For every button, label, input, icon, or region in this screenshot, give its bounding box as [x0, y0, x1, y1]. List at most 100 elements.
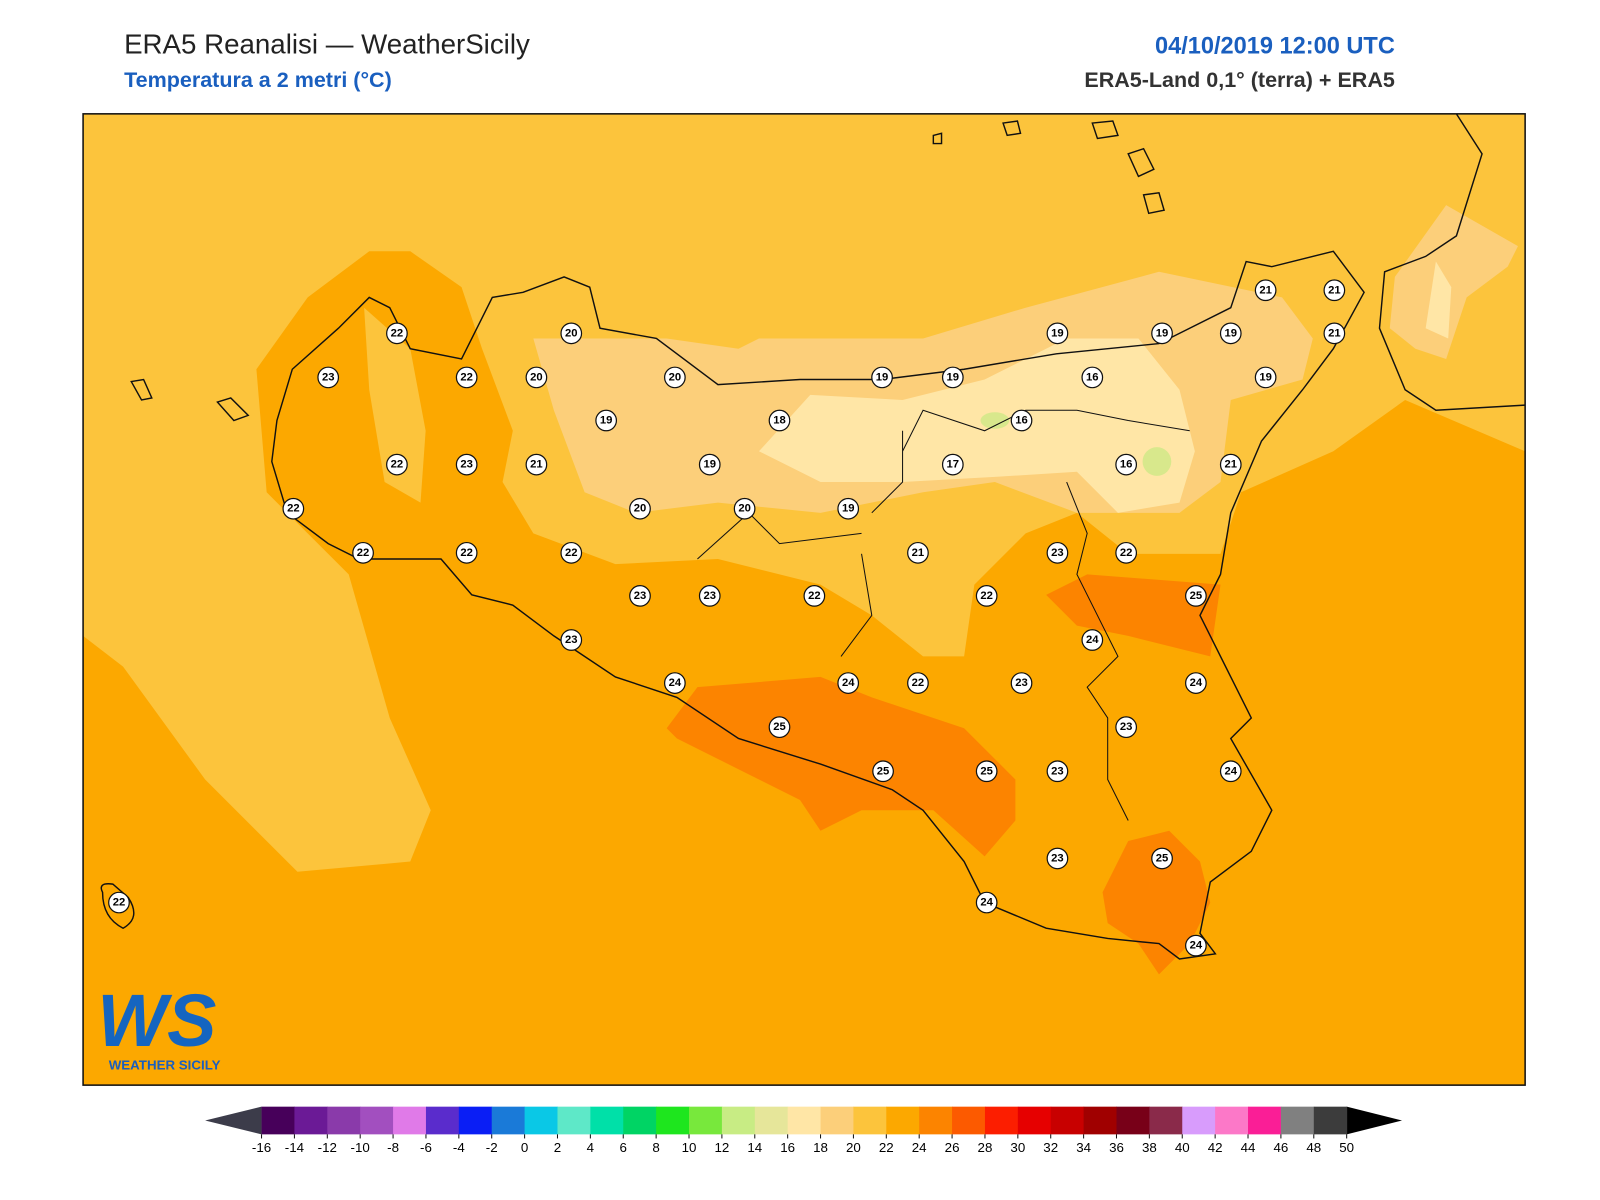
station-marker: [629, 497, 651, 520]
station-marker: [1254, 279, 1277, 302]
logo-mark: WS: [97, 979, 216, 1062]
station-value: 23: [634, 590, 647, 602]
station-value: 19: [1225, 327, 1238, 339]
station-value: 21: [1328, 327, 1341, 339]
station-marker: [1151, 847, 1173, 870]
station-value: 25: [877, 765, 890, 777]
station-value: 16: [1015, 415, 1028, 427]
station-marker: [803, 585, 826, 607]
station-marker: [941, 366, 964, 389]
station-marker: [837, 497, 860, 520]
colorbar-box: [984, 1106, 1019, 1135]
colorbar-box: [623, 1106, 657, 1135]
colorbar-tick-label: 16: [780, 1140, 795, 1155]
colorbar-tick-label: -6: [420, 1140, 432, 1155]
station-value: 25: [1156, 852, 1169, 864]
stations: 22 20 23 22 20 20 19 19 19 19 19 21 21 21 16 19 19 18 16 22…: [108, 279, 1346, 957]
station-value: 20: [565, 327, 578, 339]
colorbar-tick-label: 4: [587, 1140, 595, 1155]
station-value: 22: [565, 547, 578, 559]
station-value: 24: [669, 677, 682, 689]
colorbar-box: [754, 1106, 789, 1135]
station-value: 23: [322, 371, 335, 383]
station-value: 19: [1051, 327, 1064, 339]
colorbar-tick-label: -4: [453, 1140, 465, 1155]
colorbar-box: [327, 1106, 361, 1135]
station-marker: [317, 366, 340, 389]
colorbar-tick-label: 10: [682, 1140, 697, 1155]
station-marker: [975, 760, 998, 783]
station-marker: [1219, 760, 1242, 783]
station-marker: [975, 585, 998, 607]
station-value: 18: [773, 415, 786, 427]
map-frame: [82, 113, 1526, 1086]
colorbar-box: [360, 1106, 394, 1135]
colorbar-extend-high: [1346, 1106, 1403, 1135]
colorbar-box: [1149, 1106, 1183, 1135]
colorbar-tick-label: 44: [1241, 1140, 1256, 1155]
station-value: 19: [600, 415, 613, 427]
colorbar-tick-label: 40: [1175, 1140, 1190, 1155]
station-value: 20: [634, 503, 647, 515]
colorbar-box: [458, 1106, 493, 1135]
station-value: 19: [1156, 327, 1169, 339]
station-marker: [386, 453, 408, 476]
field-zone: [1102, 830, 1211, 975]
station-marker: [1010, 409, 1033, 432]
colorbar-box: [393, 1106, 427, 1135]
station-marker: [768, 409, 791, 432]
station-value: 22: [1120, 547, 1133, 559]
station-marker: [1115, 453, 1138, 476]
station-marker: [1185, 934, 1207, 957]
station-value: 25: [1190, 590, 1203, 602]
station-value: 19: [876, 371, 889, 383]
station-value: 22: [980, 590, 993, 602]
station-value: 25: [773, 721, 786, 733]
station-marker: [1046, 847, 1069, 870]
station-value: 23: [1120, 721, 1133, 733]
station-value: 16: [1086, 371, 1099, 383]
station-value: 23: [1051, 852, 1064, 864]
station-marker: [975, 891, 998, 914]
field-zone: [364, 307, 426, 503]
coastline: [100, 113, 1526, 960]
colorbar-tick-label: 38: [1142, 1140, 1157, 1155]
station-value: 21: [1225, 459, 1238, 471]
colorbar-box: [1313, 1106, 1348, 1135]
station-marker: [907, 541, 929, 564]
map: 22 20 23 22 20 20 19 19 19 19 19 21 21 21 16 19 19 18 16 22…: [83, 113, 1526, 1086]
station-value: 19: [1259, 371, 1272, 383]
station-value: 19: [703, 459, 716, 471]
station-value: 21: [1328, 284, 1341, 296]
station-marker: [455, 541, 478, 564]
station-marker: [663, 366, 686, 389]
station-value: 23: [1051, 765, 1064, 777]
colorbar-box: [1248, 1106, 1282, 1135]
station-value: 22: [113, 897, 126, 909]
colorbar-tick-label: -16: [252, 1140, 271, 1155]
station-value: 23: [703, 590, 716, 602]
station-value: 21: [1259, 284, 1272, 296]
station-marker: [525, 366, 548, 389]
station-marker: [871, 366, 893, 389]
station-value: 24: [1225, 765, 1238, 777]
station-value: 23: [1051, 547, 1064, 559]
field-zone: [1046, 574, 1221, 657]
station-marker: [560, 322, 583, 345]
station-value: 20: [738, 503, 751, 515]
colorbar-box: [1280, 1106, 1315, 1135]
station-value: 23: [565, 634, 578, 646]
station-value: 19: [842, 503, 855, 515]
station-marker: [1046, 541, 1069, 564]
station-value: 24: [1086, 634, 1099, 646]
colorbar-tick-label: -2: [486, 1140, 498, 1155]
station-value: 24: [1190, 677, 1203, 689]
station-marker: [1046, 760, 1069, 783]
station-marker: [698, 585, 721, 607]
colorbar-box: [491, 1106, 526, 1135]
station-marker: [768, 716, 791, 739]
station-value: 22: [460, 371, 473, 383]
field-zone: [1389, 205, 1518, 359]
station-marker: [698, 453, 721, 476]
